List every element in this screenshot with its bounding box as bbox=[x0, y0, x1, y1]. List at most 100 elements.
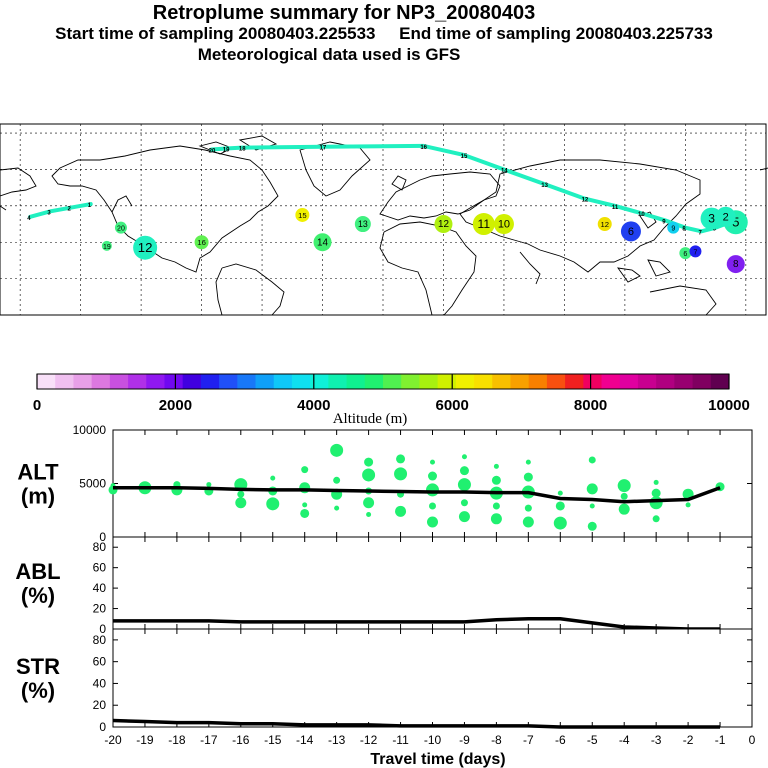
colorbar-swatch bbox=[200, 374, 220, 389]
x-tick-label: -4 bbox=[619, 733, 630, 747]
alt-scatter-point bbox=[330, 443, 344, 457]
str-y-tick-label: 0 bbox=[99, 720, 106, 734]
colorbar-title: Altitude (m) bbox=[333, 411, 408, 427]
trajectory-markers: 58671012111012131415121620193269 bbox=[101, 206, 748, 274]
str-unit: (%) bbox=[21, 678, 55, 703]
abl-label: ABL bbox=[15, 559, 60, 584]
alt-scatter-point bbox=[394, 467, 408, 481]
colorbar-swatch bbox=[419, 374, 439, 389]
x-tick-label: -17 bbox=[200, 733, 218, 747]
trajectory-day-label: 6 bbox=[713, 227, 717, 233]
colorbar-swatch bbox=[637, 374, 657, 389]
trajectory-path: 2019181716151413121110987654321 bbox=[27, 143, 732, 236]
marker-label: 9 bbox=[671, 226, 675, 233]
alt-panel: 10000 5000 0 ALT(m) bbox=[17, 423, 753, 544]
abl-unit: (%) bbox=[21, 583, 55, 608]
alt-label: ALT bbox=[17, 460, 59, 485]
trajectory-marker bbox=[313, 233, 332, 252]
trajectory-marker bbox=[667, 221, 680, 234]
trajectory-day-label: 10 bbox=[638, 212, 645, 218]
marker-label: 12 bbox=[600, 220, 609, 229]
colorbar-swatch bbox=[146, 374, 165, 389]
trajectory-map: 2019181716151413121110987654321 58671012… bbox=[0, 123, 768, 316]
colorbar-swatch bbox=[128, 374, 147, 389]
alt-scatter-point bbox=[237, 490, 245, 498]
colorbar-swatch bbox=[492, 374, 511, 389]
marker-label: 13 bbox=[358, 219, 368, 229]
colorbar-swatch bbox=[310, 374, 329, 389]
marker-label: 6 bbox=[628, 226, 634, 238]
str-series-line bbox=[112, 718, 721, 729]
page-title: Retroplume summary for NP3_20080403 bbox=[152, 2, 536, 24]
colorbar-swatch bbox=[237, 374, 257, 389]
alt-scatter-point bbox=[235, 497, 247, 509]
alt-scatter-point bbox=[589, 503, 595, 509]
colorbar-swatch bbox=[510, 374, 530, 389]
alt-scatter-point bbox=[429, 502, 436, 510]
colorbar-swatch bbox=[182, 374, 202, 389]
x-tick-label: -15 bbox=[264, 733, 282, 747]
trajectory-day-label: 8 bbox=[682, 227, 686, 233]
alt-scatter-point bbox=[206, 482, 212, 488]
marker-label: 12 bbox=[138, 240, 153, 255]
trajectory-day-label: 9 bbox=[662, 219, 666, 225]
colorbar-swatch bbox=[546, 374, 566, 389]
trajectory-marker bbox=[715, 206, 736, 227]
abl-panel: 80 60 40 20 0 ABL(%) bbox=[15, 536, 753, 636]
abl-y-tick-label: 0 bbox=[99, 622, 106, 636]
str-frame bbox=[112, 628, 753, 728]
colorbar-swatch bbox=[455, 374, 475, 389]
alt-scatter-point bbox=[588, 456, 596, 464]
trajectory-day-label: 3 bbox=[47, 210, 51, 216]
alt-scatter-point bbox=[490, 513, 502, 525]
alt-scatter-point bbox=[653, 479, 659, 485]
x-tick-label: -2 bbox=[683, 733, 694, 747]
marker-label: 19 bbox=[103, 244, 111, 251]
alt-scatter-point bbox=[617, 479, 631, 493]
alt-scatter-point bbox=[620, 492, 628, 500]
alt-scatter-point bbox=[493, 463, 499, 469]
time-series-panels: 1000050000ALT(m)806040200ABL(%)806040200… bbox=[15, 423, 755, 768]
trajectory-marker bbox=[679, 247, 692, 260]
x-tick-label: -9 bbox=[459, 733, 470, 747]
x-tick-label: -18 bbox=[168, 733, 186, 747]
alt-scatter-point bbox=[618, 503, 630, 515]
alt-scatter-point bbox=[651, 488, 661, 498]
colorbar-swatch bbox=[601, 374, 621, 389]
x-tick-label: -16 bbox=[232, 733, 250, 747]
marker-label: 10 bbox=[498, 219, 510, 231]
x-tick-label: -6 bbox=[555, 733, 566, 747]
colorbar-swatch bbox=[656, 374, 675, 389]
trajectory-day-label: 4 bbox=[27, 216, 31, 222]
x-tick-label: -10 bbox=[424, 733, 442, 747]
colorbar-swatch bbox=[55, 374, 74, 389]
colorbar-swatch bbox=[674, 374, 694, 389]
trajectory-marker bbox=[493, 214, 514, 235]
colorbar-swatch bbox=[328, 374, 348, 389]
colorbar-swatch bbox=[346, 374, 366, 389]
colorbar-tick-label: 0 bbox=[33, 397, 41, 414]
str-y-tick-label: 40 bbox=[93, 676, 107, 690]
colorbar-tick-label: 10000 bbox=[708, 397, 750, 414]
colorbar-swatch bbox=[364, 374, 384, 389]
alt-scatter-point bbox=[334, 505, 340, 511]
trajectory-day-label: 19 bbox=[223, 148, 230, 154]
trajectory-marker bbox=[295, 207, 310, 222]
alt-scatter-point bbox=[362, 468, 376, 482]
x-tick-label: -1 bbox=[715, 733, 726, 747]
alt-scatter-point bbox=[266, 497, 280, 511]
colorbar-swatch bbox=[583, 374, 603, 389]
alt-scatter-point bbox=[364, 457, 374, 467]
alt-y-tick-label: 0 bbox=[99, 530, 106, 544]
abl-y-tick-label: 60 bbox=[93, 561, 107, 575]
start-time-label: Start time of sampling 20080403.225533 bbox=[55, 24, 376, 43]
alt-scatter-point bbox=[553, 516, 567, 530]
alt-scatter-point bbox=[428, 471, 437, 481]
colorbar-swatch bbox=[219, 374, 238, 389]
trajectory-marker bbox=[194, 235, 209, 250]
colorbar-swatch bbox=[291, 374, 311, 389]
alt-scatter-point bbox=[395, 505, 407, 517]
sampling-times: Start time of sampling 20080403.225533 E… bbox=[0, 24, 768, 44]
trajectory-day-label: 16 bbox=[420, 145, 427, 151]
trajectory-day-label: 11 bbox=[612, 205, 619, 211]
